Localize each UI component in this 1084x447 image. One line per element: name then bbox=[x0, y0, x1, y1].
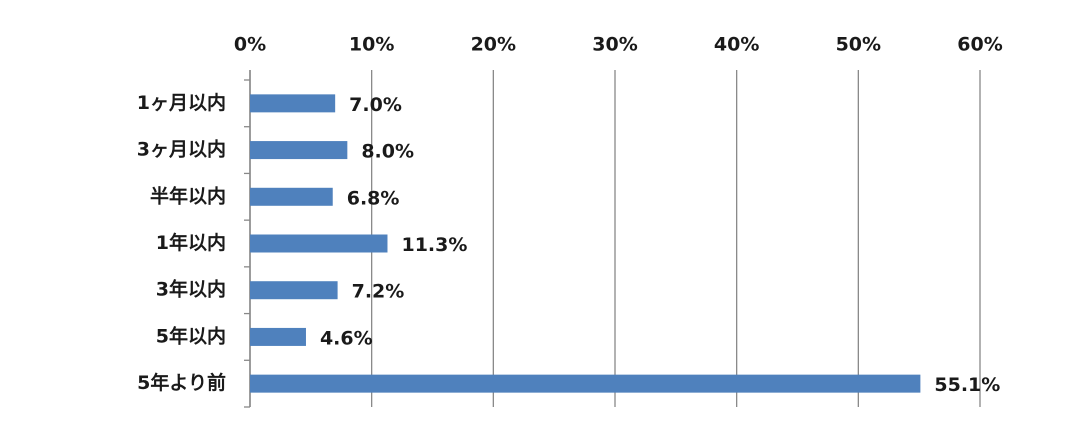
bar bbox=[250, 94, 336, 113]
bar bbox=[250, 327, 306, 346]
data-label: 55.1% bbox=[934, 374, 1000, 396]
x-tick-label: 20% bbox=[471, 34, 516, 56]
y-tick-label: 5年以内 bbox=[156, 324, 226, 347]
y-tick-label: 3年以内 bbox=[156, 278, 226, 301]
data-label: 8.0% bbox=[361, 141, 414, 163]
bar bbox=[250, 187, 333, 206]
bar bbox=[250, 234, 388, 253]
data-label: 6.8% bbox=[347, 187, 400, 209]
bar bbox=[250, 374, 921, 393]
bar bbox=[250, 281, 338, 300]
y-tick-label: 3ヶ月以内 bbox=[137, 138, 226, 161]
y-tick-label: 1年以内 bbox=[156, 231, 226, 254]
y-tick-label: 5年より前 bbox=[137, 371, 226, 394]
data-label: 4.6% bbox=[320, 327, 373, 349]
data-label: 11.3% bbox=[401, 234, 467, 256]
x-tick-label: 30% bbox=[592, 34, 637, 56]
x-tick-label: 10% bbox=[349, 34, 394, 56]
bar bbox=[250, 141, 348, 160]
y-tick-label: 1ヶ月以内 bbox=[137, 91, 226, 114]
y-tick-label: 半年以内 bbox=[150, 184, 226, 207]
data-label: 7.2% bbox=[352, 281, 405, 303]
x-tick-label: 0% bbox=[234, 34, 266, 56]
data-label: 7.0% bbox=[349, 94, 402, 116]
x-tick-label: 60% bbox=[957, 34, 1002, 56]
x-tick-label: 40% bbox=[714, 34, 759, 56]
x-tick-label: 50% bbox=[836, 34, 881, 56]
